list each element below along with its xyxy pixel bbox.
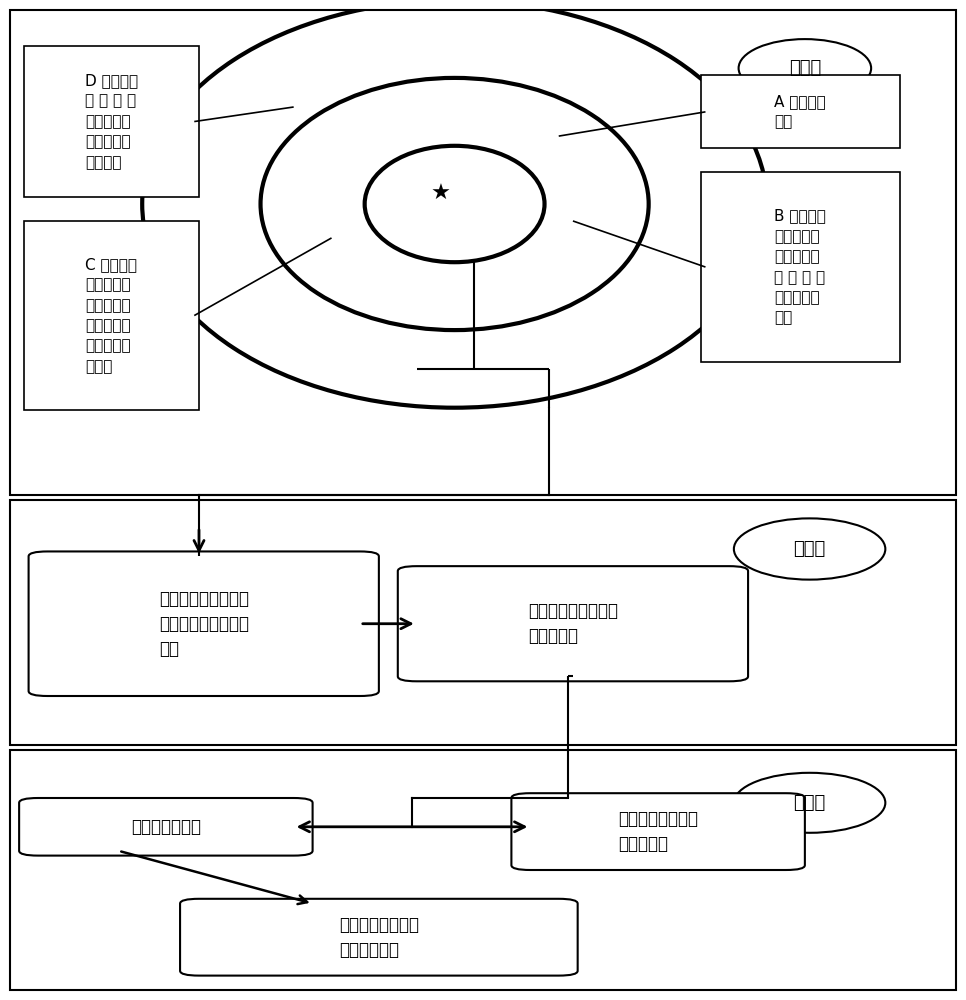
FancyBboxPatch shape xyxy=(10,750,956,990)
Ellipse shape xyxy=(734,773,886,833)
Ellipse shape xyxy=(734,518,886,580)
FancyBboxPatch shape xyxy=(24,46,199,197)
FancyBboxPatch shape xyxy=(700,172,899,362)
Text: 阶段二: 阶段二 xyxy=(793,540,826,558)
Text: A 区：原树
位置: A 区：原树 位置 xyxy=(775,94,826,130)
Ellipse shape xyxy=(739,39,871,97)
Text: 阶段一: 阶段一 xyxy=(789,59,821,77)
Text: 重茬土盆栽验证: 重茬土盆栽验证 xyxy=(130,818,201,836)
FancyBboxPatch shape xyxy=(398,566,748,681)
Text: B 区：根控
区，重茬效
应最明显，
苗 木 存 活
少，抗性株
系多: B 区：根控 区，重茬效 应最明显， 苗 木 存 活 少，抗性株 系多 xyxy=(774,209,826,326)
FancyBboxPatch shape xyxy=(10,10,956,495)
Text: 阶段三: 阶段三 xyxy=(793,794,826,812)
FancyBboxPatch shape xyxy=(24,221,199,410)
FancyBboxPatch shape xyxy=(700,75,899,148)
Text: 初选抗性株系，移栽
定植，促长繁殖生根
材料: 初选抗性株系，移栽 定植，促长繁殖生根 材料 xyxy=(158,590,248,658)
FancyBboxPatch shape xyxy=(511,793,805,870)
Text: ★: ★ xyxy=(431,184,450,204)
FancyBboxPatch shape xyxy=(19,798,313,856)
FancyBboxPatch shape xyxy=(10,500,956,745)
FancyBboxPatch shape xyxy=(29,551,379,696)
Text: 重茬土盆栽验证后
选出抗性株系: 重茬土盆栽验证后 选出抗性株系 xyxy=(339,916,419,959)
FancyBboxPatch shape xyxy=(180,899,578,976)
Text: D 区：重茬
效 应 不 明
显，苗木存
活多，没有
育种价值: D 区：重茬 效 应 不 明 显，苗木存 活多，没有 育种价值 xyxy=(85,73,138,170)
Text: 消毒重茬土盆栽验
证（对照）: 消毒重茬土盆栽验 证（对照） xyxy=(618,810,698,853)
Text: C 区：次根
控区，重茬
效应明显，
苗木存活较
多，抗性株
系较少: C 区：次根 控区，重茬 效应明显， 苗木存活较 多，抗性株 系较少 xyxy=(85,257,137,374)
Text: 多种方式培育初选优
系的自根苗: 多种方式培育初选优 系的自根苗 xyxy=(528,602,618,645)
